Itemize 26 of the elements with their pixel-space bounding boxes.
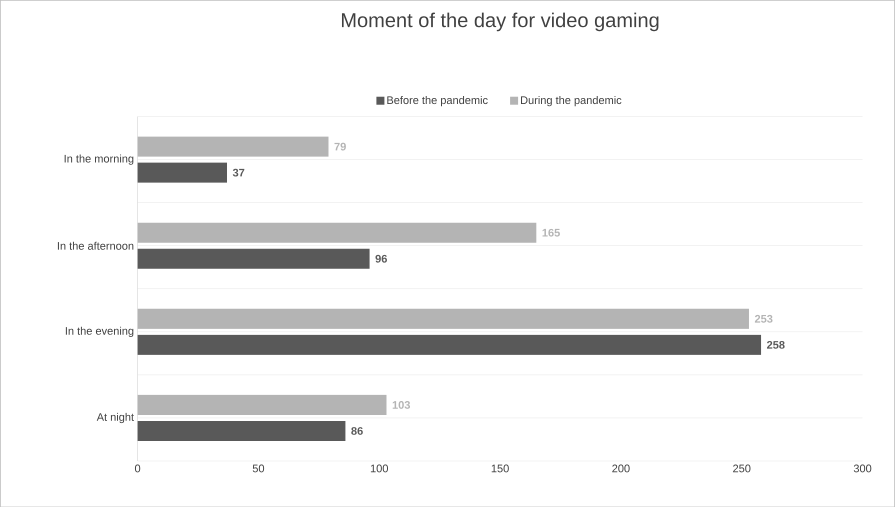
x-tick-label: 0: [134, 464, 140, 472]
data-label: 79: [334, 142, 346, 150]
x-tick-label: 200: [612, 464, 630, 472]
x-tick-label: 50: [252, 464, 264, 472]
y-tick-label: In the evening: [66, 326, 134, 337]
x-tick-label: 100: [370, 464, 388, 472]
legend-label: Before the pandemic: [387, 96, 488, 106]
data-label: 103: [392, 400, 410, 409]
y-tick-label: At night: [96, 412, 134, 423]
x-tick-label: 250: [733, 464, 750, 472]
bar: [138, 420, 346, 441]
bar: [138, 248, 370, 269]
data-label: 258: [766, 340, 785, 349]
y-tick-label: In the morning: [64, 154, 134, 165]
x-tick-label: 300: [854, 464, 872, 472]
data-label: 96: [376, 254, 387, 262]
legend-label: During the pandemic: [521, 96, 622, 106]
bar: [138, 334, 762, 355]
chart-title: Moment of the day for video gaming: [342, 12, 658, 32]
data-label: 165: [542, 228, 560, 236]
data-label: 86: [351, 426, 363, 435]
data-label: 253: [754, 314, 772, 322]
x-tick-label: 150: [492, 464, 509, 472]
y-tick-label: In the afternoon: [58, 241, 134, 250]
data-label: 37: [232, 168, 244, 176]
bar: [138, 162, 228, 182]
